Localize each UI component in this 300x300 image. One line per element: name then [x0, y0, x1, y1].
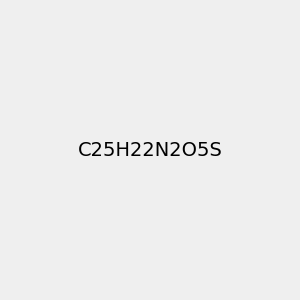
Text: C25H22N2O5S: C25H22N2O5S: [78, 140, 222, 160]
